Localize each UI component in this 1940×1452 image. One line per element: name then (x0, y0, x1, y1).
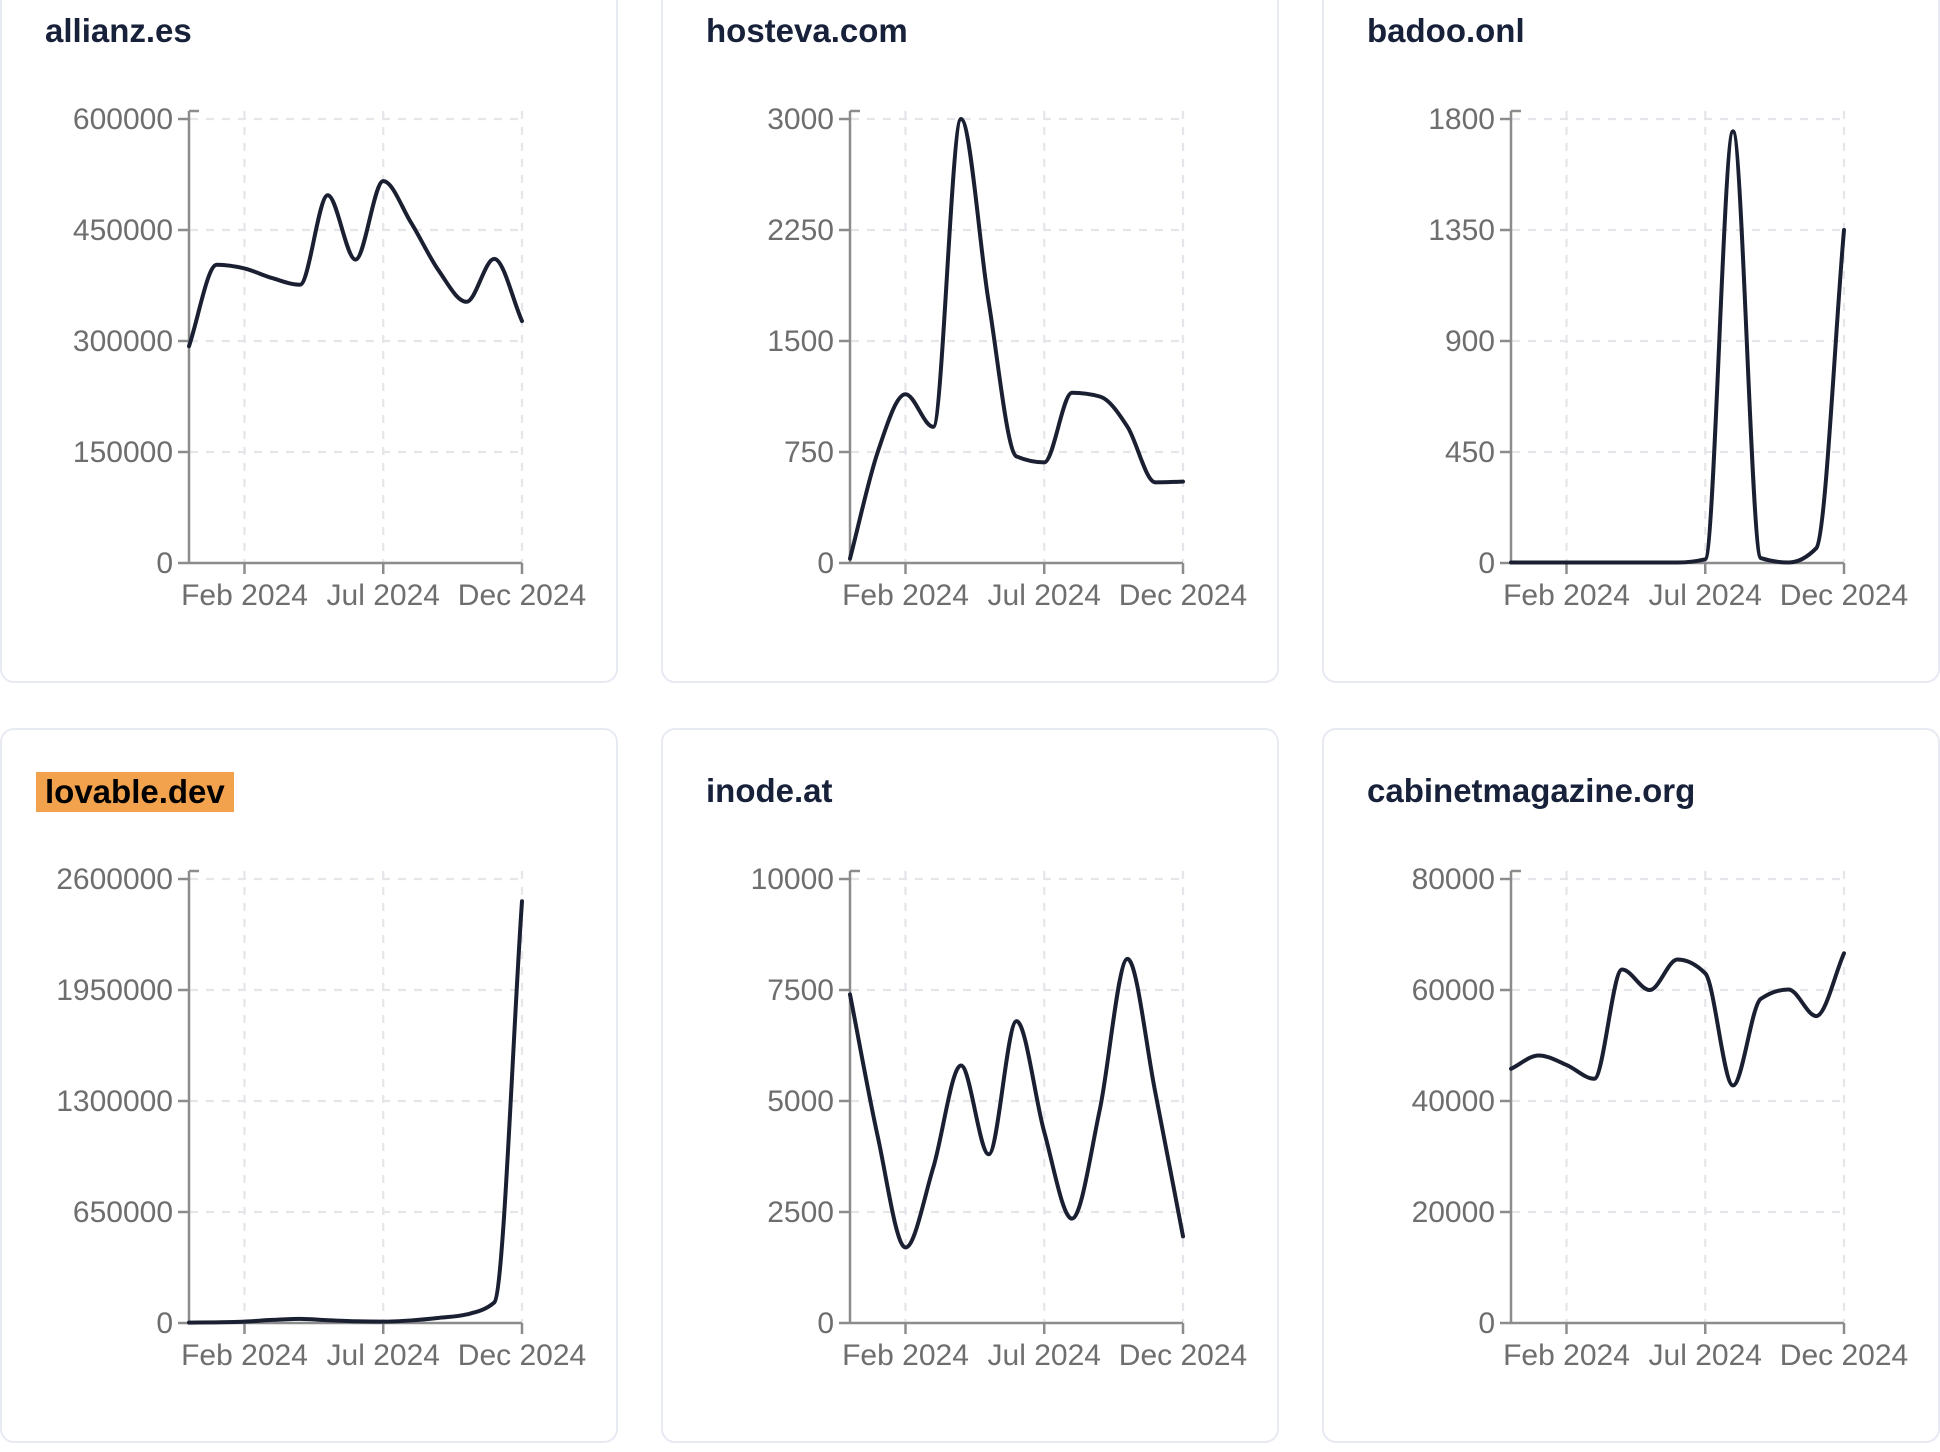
y-tick-label: 2250 (767, 214, 834, 247)
y-tick-label: 900 (1445, 325, 1495, 358)
y-tick-label: 2600000 (56, 863, 173, 896)
y-tick-label: 40000 (1412, 1085, 1495, 1118)
y-tick-label: 60000 (1412, 974, 1495, 1007)
y-tick-label: 650000 (73, 1196, 173, 1229)
x-tick-label: Jul 2024 (327, 579, 440, 612)
series-line (1509, 129, 1846, 565)
y-tick-label: 1300000 (56, 1085, 173, 1118)
x-tick-label: Jul 2024 (1649, 579, 1762, 612)
domain-chart-card: badoo.onl 0 450 900 1350 1800 Feb 2024 Jul 202… (1322, 0, 1940, 683)
domain-title-text: allianz.es (45, 12, 192, 49)
x-tick-label: Dec 2024 (1119, 579, 1247, 612)
series-line (1509, 951, 1846, 1088)
domain-chart-card: allianz.es 0 150000 300000 450000 600000 Feb … (0, 0, 618, 683)
domain-title: cabinetmagazine.org (1367, 772, 1695, 810)
x-tick-label: Dec 2024 (458, 1339, 586, 1372)
domain-title-text: cabinetmagazine.org (1367, 772, 1696, 809)
x-tick-label: Feb 2024 (842, 1339, 969, 1372)
line-chart: 0 650000 1300000 1950000 2600000 Feb 2024 Jul … (56, 863, 586, 1372)
domain-title: lovable.dev (36, 772, 234, 812)
y-tick-label: 0 (156, 547, 173, 580)
domain-chart-card: cabinetmagazine.org 0 20000 40000 60000 8000… (1322, 728, 1940, 1443)
y-tick-label: 10000 (751, 863, 834, 896)
y-tick-label: 1950000 (56, 974, 173, 1007)
x-tick-label: Feb 2024 (1503, 579, 1630, 612)
y-tick-label: 150000 (73, 436, 173, 469)
domain-title-text: lovable.dev (36, 772, 234, 812)
domain-title: allianz.es (45, 12, 192, 50)
domain-chart-card: inode.at 0 2500 5000 7500 10000 Feb 2024 Jul 2… (661, 728, 1279, 1443)
domain-chart-card: hosteva.com 0 750 1500 2250 3000 Feb 2024 Jul … (661, 0, 1279, 683)
y-tick-label: 1500 (767, 325, 834, 358)
series-line (187, 179, 524, 349)
y-tick-label: 20000 (1412, 1196, 1495, 1229)
y-tick-label: 300000 (73, 325, 173, 358)
y-tick-label: 0 (1478, 547, 1495, 580)
y-tick-label: 450 (1445, 436, 1495, 469)
y-tick-label: 2500 (767, 1196, 834, 1229)
y-tick-label: 80000 (1412, 863, 1495, 896)
x-tick-label: Jul 2024 (988, 579, 1101, 612)
x-tick-label: Jul 2024 (327, 1339, 440, 1372)
x-tick-label: Dec 2024 (458, 579, 586, 612)
domain-title: badoo.onl (1367, 12, 1525, 50)
y-tick-label: 600000 (73, 103, 173, 136)
x-tick-label: Dec 2024 (1780, 1339, 1908, 1372)
x-tick-label: Feb 2024 (842, 579, 969, 612)
y-tick-label: 3000 (767, 103, 834, 136)
domain-title-text: badoo.onl (1367, 12, 1525, 49)
domain-chart-card: lovable.dev 0 650000 1300000 1950000 2600000… (0, 728, 618, 1443)
line-chart: 0 2500 5000 7500 10000 Feb 2024 Jul 2024 Dec 20… (751, 863, 1248, 1372)
line-chart: 0 750 1500 2250 3000 Feb 2024 Jul 2024 Dec 2024 (767, 103, 1247, 612)
x-tick-label: Feb 2024 (181, 579, 308, 612)
domain-title-text: hosteva.com (706, 12, 908, 49)
x-tick-label: Dec 2024 (1780, 579, 1908, 612)
x-tick-label: Feb 2024 (1503, 1339, 1630, 1372)
line-chart: 0 450 900 1350 1800 Feb 2024 Jul 2024 Dec 2024 (1428, 103, 1908, 612)
x-tick-label: Jul 2024 (988, 1339, 1101, 1372)
line-chart: 0 20000 40000 60000 80000 Feb 2024 Jul 2024 Dec… (1412, 863, 1909, 1372)
y-tick-label: 5000 (767, 1085, 834, 1118)
y-tick-label: 750 (784, 436, 834, 469)
series-line (848, 956, 1185, 1250)
x-tick-label: Dec 2024 (1119, 1339, 1247, 1372)
x-tick-label: Jul 2024 (1649, 1339, 1762, 1372)
y-tick-label: 0 (1478, 1307, 1495, 1340)
y-tick-label: 1350 (1428, 214, 1495, 247)
domain-title-text: inode.at (706, 772, 833, 809)
y-tick-label: 0 (817, 1307, 834, 1340)
domain-title: inode.at (706, 772, 833, 810)
line-chart: 0 150000 300000 450000 600000 Feb 2024 Jul 202… (73, 103, 586, 612)
y-tick-label: 1800 (1428, 103, 1495, 136)
domain-title: hosteva.com (706, 12, 908, 50)
y-tick-label: 7500 (767, 974, 834, 1007)
y-tick-label: 450000 (73, 214, 173, 247)
y-tick-label: 0 (817, 547, 834, 580)
series-line (848, 117, 1185, 561)
y-tick-label: 0 (156, 1307, 173, 1340)
series-line (187, 899, 524, 1325)
x-tick-label: Feb 2024 (181, 1339, 308, 1372)
